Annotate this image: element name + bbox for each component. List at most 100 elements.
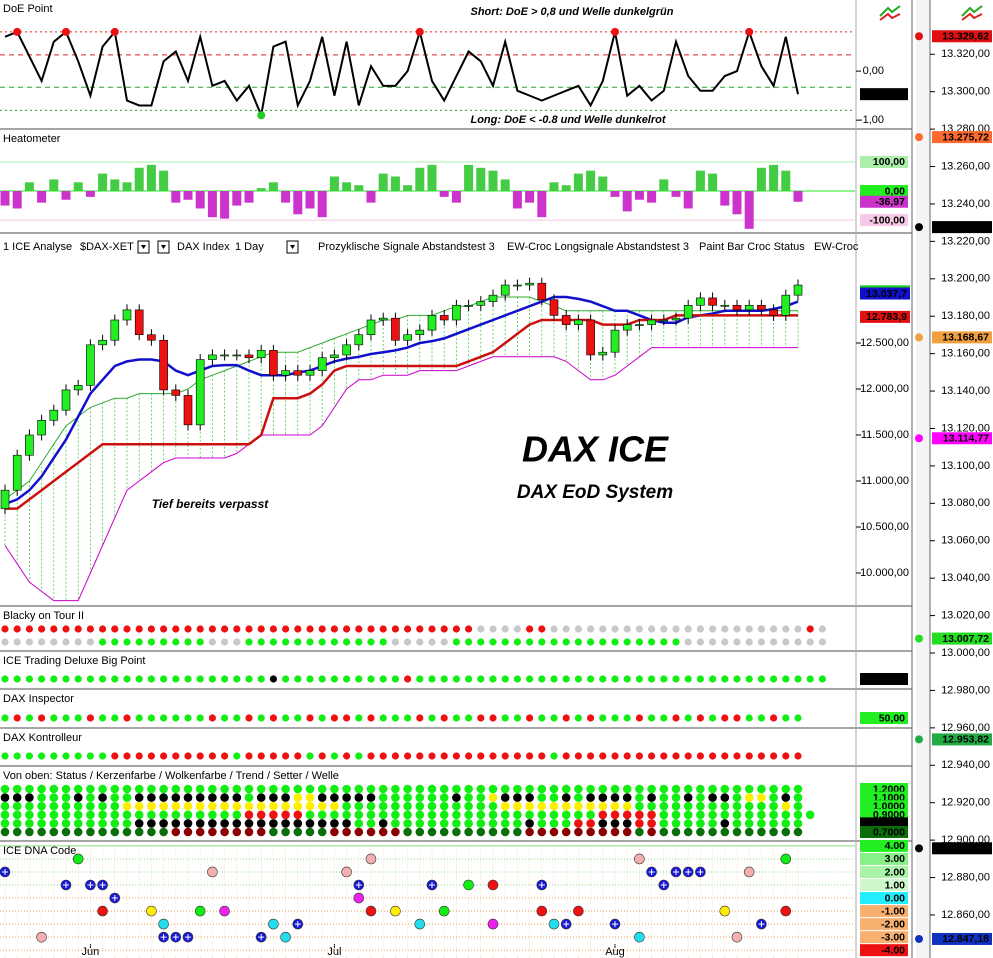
signal-dot	[793, 810, 803, 820]
signal-dot	[294, 752, 302, 760]
signal-dot	[391, 827, 400, 837]
signal-dot	[233, 625, 241, 633]
signal-dot	[549, 784, 559, 794]
signal-dot	[183, 801, 193, 811]
signal-dot	[159, 827, 168, 837]
signal-dot	[574, 675, 583, 683]
signal-dot	[684, 625, 692, 633]
candle-body	[476, 301, 486, 306]
signal-dot	[745, 675, 753, 683]
signal-dot	[561, 810, 571, 820]
signal-dot	[221, 675, 229, 683]
candle-body	[208, 354, 217, 360]
signal-dot	[49, 784, 59, 794]
signal-dot	[269, 714, 277, 722]
bar	[366, 191, 376, 203]
bar	[634, 191, 644, 200]
price-tag-box	[932, 331, 992, 344]
signal-dot	[671, 810, 681, 820]
annotation: Short: DoE > 0,8 und Welle dunkelgrün	[470, 6, 673, 18]
y-tick-label: 3.00	[885, 853, 906, 865]
bar	[378, 173, 388, 192]
signal-dot	[183, 827, 193, 837]
signal-dot	[196, 625, 204, 633]
signal-dot	[611, 675, 619, 683]
signal-dot	[781, 793, 791, 802]
signal-dot	[562, 638, 570, 646]
signal-dot	[818, 675, 827, 683]
signal-dot	[98, 827, 107, 837]
signal-dot	[86, 714, 94, 722]
signal-dot	[110, 784, 120, 794]
signal-dot	[733, 638, 741, 646]
signal-dot	[391, 638, 399, 646]
signal-dot	[38, 752, 46, 760]
signal-dot	[220, 784, 229, 794]
settings-icon[interactable]	[879, 5, 901, 21]
y-tick-label-box	[860, 892, 908, 905]
doe-line	[4, 28, 799, 119]
y-tick-label: 4.00	[885, 840, 906, 852]
signal-dot	[708, 784, 717, 794]
y-tick-label-box	[860, 185, 908, 198]
signal-dot	[257, 675, 265, 683]
y-tick-label: 0,00	[885, 185, 906, 197]
signal-dot	[598, 819, 608, 828]
dna-cross	[612, 921, 618, 928]
signal-dot	[73, 784, 83, 794]
signal-dot	[550, 638, 558, 646]
signal-dot	[537, 801, 547, 811]
y-tick-label: 0.00	[885, 892, 906, 904]
signal-dot	[134, 827, 144, 837]
signal-dot	[0, 810, 10, 820]
signal-dot	[708, 810, 717, 820]
signal-dot	[732, 784, 742, 794]
signal-dot	[647, 819, 656, 828]
dna-point	[634, 931, 645, 943]
signal-dot	[439, 784, 449, 794]
signal-dot	[208, 625, 216, 633]
dna-cross	[111, 895, 118, 902]
signal-dot	[330, 714, 338, 722]
signal-dot	[269, 810, 278, 820]
signal-dot	[647, 827, 656, 837]
signal-dot	[343, 638, 351, 646]
signal-dot	[391, 625, 399, 633]
signal-dot	[25, 810, 34, 820]
signal-dot	[427, 819, 437, 828]
signal-dot	[184, 752, 192, 760]
signal-dot	[659, 793, 669, 802]
signal-dot	[49, 801, 59, 811]
signal-dot	[464, 819, 473, 828]
signal-dot	[1, 625, 9, 633]
signal-dot	[122, 793, 132, 802]
signal-dot	[794, 752, 802, 760]
signal-dot	[574, 625, 583, 633]
signal-dot	[770, 625, 778, 633]
dropdown-arrow	[161, 245, 166, 249]
signal-dot	[244, 793, 254, 802]
signal-dot	[73, 801, 83, 811]
signal-dot	[330, 793, 339, 802]
bar	[756, 167, 766, 192]
signal-dot	[672, 638, 680, 646]
signal-dot	[281, 784, 290, 794]
signal-dot	[159, 801, 168, 811]
signal-dot	[671, 801, 681, 811]
panel-title: DoE Point	[3, 3, 53, 15]
signal-dot	[12, 784, 22, 794]
dna-cross	[673, 868, 679, 875]
bar	[537, 191, 547, 218]
signal-dot	[587, 714, 595, 722]
y-tick-label: 1.00	[885, 879, 906, 891]
signal-dot	[744, 819, 754, 828]
price-tag-box	[932, 632, 992, 645]
signal-dot	[781, 801, 791, 811]
signal-dot	[147, 752, 155, 760]
signal-dot	[378, 827, 388, 837]
settings-icon[interactable]	[961, 5, 983, 21]
signal-dot	[220, 810, 229, 820]
signal-dot	[1, 714, 9, 722]
signal-dot	[488, 819, 498, 828]
signal-dot	[537, 793, 547, 802]
